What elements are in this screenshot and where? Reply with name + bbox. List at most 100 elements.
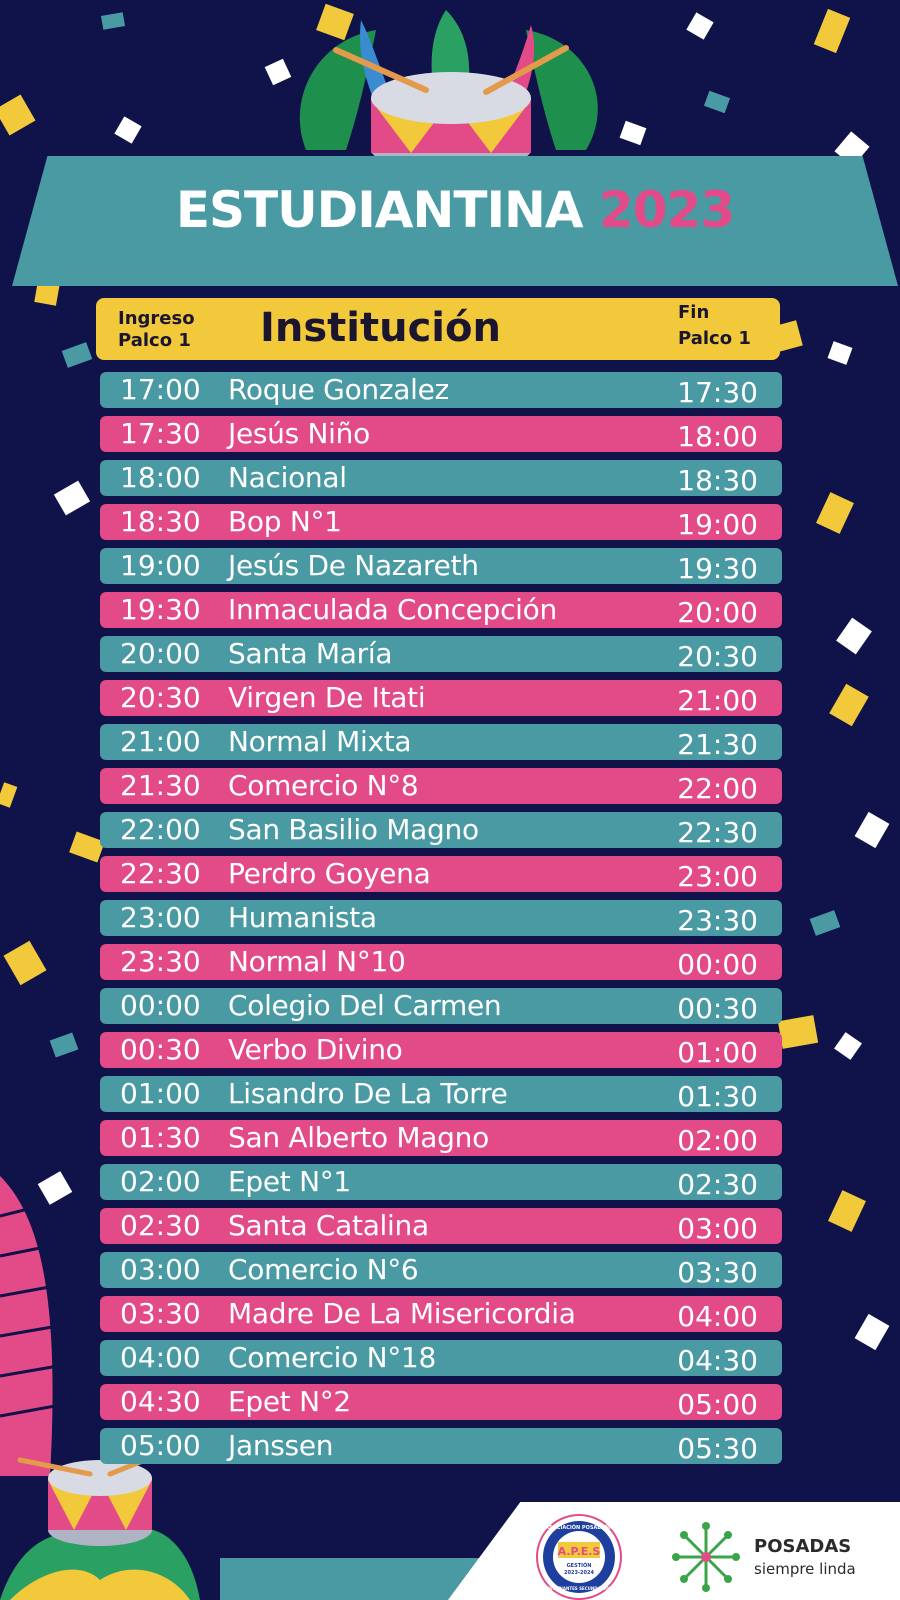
footer-stripe bbox=[220, 1558, 480, 1600]
schedule-row: 20:30 Virgen De Itati 21:00 bbox=[100, 680, 782, 717]
apes-logo-mark: A.P.E.S bbox=[558, 1545, 601, 1558]
row-institution: Comercio N°8 bbox=[228, 769, 419, 802]
row-start-time: 04:00 bbox=[120, 1341, 201, 1374]
schedule-row: 04:30 Epet N°2 05:00 bbox=[100, 1384, 782, 1421]
schedule-row: 17:00 Roque Gonzalez 17:30 bbox=[100, 372, 782, 409]
palm-leaf-icon bbox=[0, 1176, 59, 1476]
apes-logo: ASOCIACIÓN POSADEÑA A.P.E.S GESTIÓN 2023… bbox=[536, 1514, 622, 1600]
row-start-time: 00:00 bbox=[120, 989, 201, 1022]
row-end-time: 17:30 bbox=[677, 376, 758, 409]
row-start-time: 01:00 bbox=[120, 1077, 201, 1110]
schedule-row: 19:00 Jesús De Nazareth 19:30 bbox=[100, 548, 782, 585]
schedule-row: 02:30 Santa Catalina 03:00 bbox=[100, 1208, 782, 1245]
title-main: ESTUDIANTINA bbox=[175, 181, 584, 239]
row-end-time: 00:00 bbox=[677, 948, 758, 981]
row-start-time: 19:30 bbox=[120, 593, 201, 626]
schedule-row: 01:00 Lisandro De La Torre 01:30 bbox=[100, 1076, 782, 1113]
row-institution: Santa Catalina bbox=[228, 1209, 429, 1242]
row-start-time: 00:30 bbox=[120, 1033, 201, 1066]
header-fin-line1: Fin bbox=[678, 302, 710, 323]
row-end-time: 03:30 bbox=[677, 1256, 758, 1289]
row-start-time: 22:00 bbox=[120, 813, 201, 846]
row-institution: Nacional bbox=[228, 461, 347, 494]
schedule-row: 19:30 Inmaculada Concepción 20:00 bbox=[100, 592, 782, 629]
row-institution: Santa María bbox=[228, 637, 393, 670]
row-institution: Virgen De Itati bbox=[228, 681, 426, 714]
schedule-row: 22:00 San Basilio Magno 22:30 bbox=[100, 812, 782, 849]
title-banner: ESTUDIANTINA 2023 bbox=[12, 156, 898, 286]
schedule-row: 23:30 Normal N°10 00:00 bbox=[100, 944, 782, 981]
row-institution: Jesús De Nazareth bbox=[228, 549, 479, 582]
apes-logo-bottom: ESTUDIANTES SECUNDARIOS bbox=[547, 1586, 612, 1591]
row-institution: Normal Mixta bbox=[228, 725, 412, 758]
row-end-time: 22:30 bbox=[677, 816, 758, 849]
schedule-row: 20:00 Santa María 20:30 bbox=[100, 636, 782, 673]
row-start-time: 22:30 bbox=[120, 857, 201, 890]
row-end-time: 23:30 bbox=[677, 904, 758, 937]
row-end-time: 01:00 bbox=[677, 1036, 758, 1069]
row-start-time: 23:00 bbox=[120, 901, 201, 934]
row-institution: San Basilio Magno bbox=[228, 813, 479, 846]
page-title: ESTUDIANTINA 2023 bbox=[175, 181, 735, 239]
row-end-time: 02:00 bbox=[677, 1124, 758, 1157]
row-start-time: 05:00 bbox=[120, 1429, 201, 1462]
row-institution: Bop N°1 bbox=[228, 505, 342, 538]
row-start-time: 18:00 bbox=[120, 461, 201, 494]
row-start-time: 21:00 bbox=[120, 725, 201, 758]
row-start-time: 02:00 bbox=[120, 1165, 201, 1198]
row-institution: Colegio Del Carmen bbox=[228, 989, 502, 1022]
row-end-time: 22:00 bbox=[677, 772, 758, 805]
row-institution: Janssen bbox=[228, 1429, 334, 1462]
row-start-time: 20:30 bbox=[120, 681, 201, 714]
posadas-flower-icon bbox=[672, 1522, 740, 1592]
row-institution: Lisandro De La Torre bbox=[228, 1077, 508, 1110]
row-start-time: 17:30 bbox=[120, 417, 201, 450]
schedule-list: 17:00 Roque Gonzalez 17:30 17:30 Jesús Niño 1… bbox=[100, 372, 782, 1472]
schedule-row: 00:30 Verbo Divino 01:00 bbox=[100, 1032, 782, 1069]
row-end-time: 04:30 bbox=[677, 1344, 758, 1377]
schedule-row: 02:00 Epet N°1 02:30 bbox=[100, 1164, 782, 1201]
row-institution: Comercio N°18 bbox=[228, 1341, 436, 1374]
schedule-row: 22:30 Perdro Goyena 23:00 bbox=[100, 856, 782, 893]
header-institucion: Institución bbox=[260, 305, 501, 351]
row-institution: Verbo Divino bbox=[228, 1033, 403, 1066]
row-start-time: 19:00 bbox=[120, 549, 201, 582]
header-ingreso-line2: Palco 1 bbox=[118, 330, 191, 351]
schedule-row: 05:00 Janssen 05:30 bbox=[100, 1428, 782, 1465]
row-end-time: 05:00 bbox=[677, 1388, 758, 1421]
row-institution: Epet N°1 bbox=[228, 1165, 351, 1198]
row-institution: Comercio N°6 bbox=[228, 1253, 419, 1286]
row-end-time: 02:30 bbox=[677, 1168, 758, 1201]
row-start-time: 20:00 bbox=[120, 637, 201, 670]
row-institution: Normal N°10 bbox=[228, 945, 406, 978]
schedule-row: 17:30 Jesús Niño 18:00 bbox=[100, 416, 782, 453]
row-institution: San Alberto Magno bbox=[228, 1121, 489, 1154]
schedule-row: 03:00 Comercio N°6 03:30 bbox=[100, 1252, 782, 1289]
row-start-time: 18:30 bbox=[120, 505, 201, 538]
row-end-time: 19:00 bbox=[677, 508, 758, 541]
row-end-time: 01:30 bbox=[677, 1080, 758, 1113]
schedule-row: 18:30 Bop N°1 19:00 bbox=[100, 504, 782, 541]
row-start-time: 17:00 bbox=[120, 373, 201, 406]
row-end-time: 03:00 bbox=[677, 1212, 758, 1245]
row-end-time: 05:30 bbox=[677, 1432, 758, 1465]
header-ingreso: Ingreso Palco 1 bbox=[118, 308, 208, 352]
schedule-row: 18:00 Nacional 18:30 bbox=[100, 460, 782, 497]
apes-logo-gestion: GESTIÓN bbox=[567, 1562, 592, 1569]
row-end-time: 23:00 bbox=[677, 860, 758, 893]
header-fin-line2: Palco 1 bbox=[678, 328, 751, 349]
row-institution: Madre De La Misericordia bbox=[228, 1297, 576, 1330]
row-start-time: 04:30 bbox=[120, 1385, 201, 1418]
row-end-time: 04:00 bbox=[677, 1300, 758, 1333]
header-ingreso-line1: Ingreso bbox=[118, 308, 195, 329]
apes-logo-top: ASOCIACIÓN POSADEÑA bbox=[545, 1524, 613, 1531]
row-end-time: 18:00 bbox=[677, 420, 758, 453]
row-start-time: 02:30 bbox=[120, 1209, 201, 1242]
row-institution: Inmaculada Concepción bbox=[228, 593, 557, 626]
posadas-name: POSADAS bbox=[754, 1536, 852, 1557]
schedule-row: 01:30 San Alberto Magno 02:00 bbox=[100, 1120, 782, 1157]
row-end-time: 19:30 bbox=[677, 552, 758, 585]
schedule-row: 23:00 Humanista 23:30 bbox=[100, 900, 782, 937]
row-start-time: 03:00 bbox=[120, 1253, 201, 1286]
